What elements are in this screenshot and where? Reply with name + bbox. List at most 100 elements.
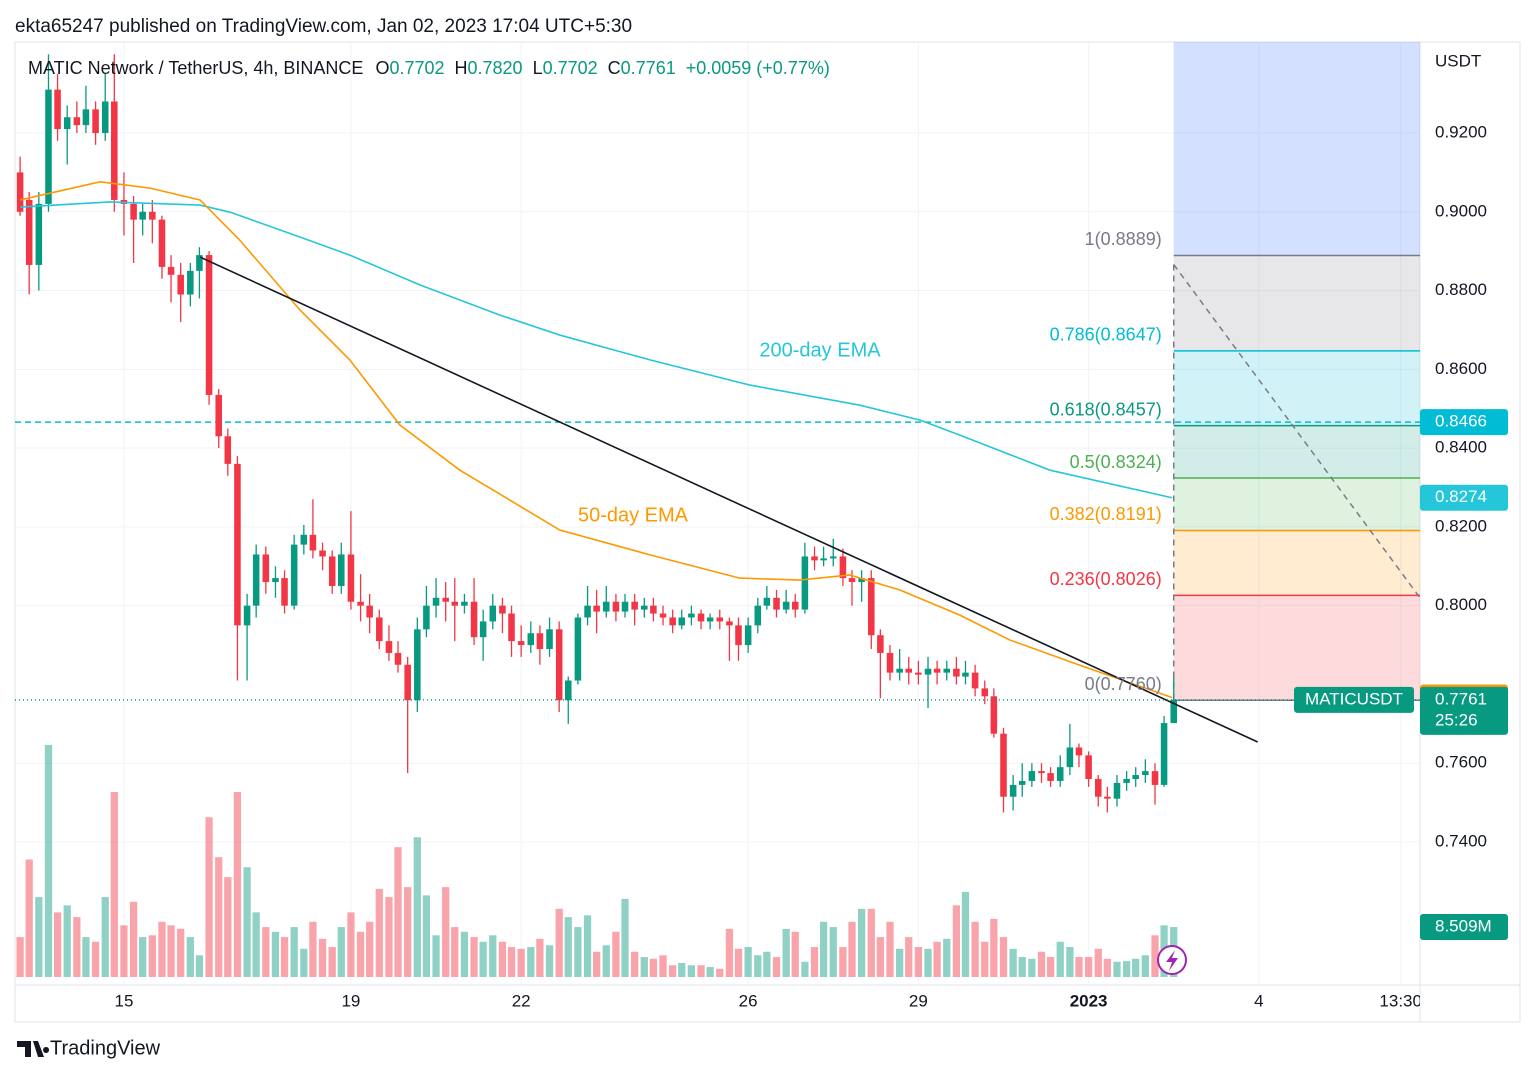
- candle-body: [574, 617, 582, 681]
- volume-bar: [366, 921, 374, 977]
- candle-body: [300, 534, 308, 545]
- volume-badge: [1420, 914, 1508, 941]
- volume-bar: [262, 927, 270, 977]
- candle-body: [328, 556, 336, 586]
- volume-bar: [1056, 941, 1064, 977]
- volume-bar: [177, 928, 185, 977]
- candle-body: [877, 635, 884, 653]
- candle-body: [158, 219, 166, 267]
- fib-label: 0.236(0.8026): [1050, 569, 1162, 589]
- candle-body: [773, 597, 780, 610]
- volume-bar: [1103, 958, 1111, 977]
- volume-bar: [101, 897, 109, 977]
- price-badge: [1420, 409, 1508, 436]
- volume-bar: [810, 947, 819, 977]
- candle-body: [612, 601, 620, 612]
- x-tick-label: 4: [1254, 991, 1263, 1010]
- y-tick-label: 0.9200: [1435, 122, 1487, 141]
- volume-bar: [129, 901, 138, 977]
- candle-body: [933, 668, 941, 673]
- candle-body: [25, 199, 33, 265]
- x-tick-label: 13:30: [1379, 991, 1422, 1010]
- candle-body: [593, 605, 600, 612]
- candle-body: [631, 601, 638, 610]
- volume-bar: [82, 937, 90, 977]
- candle-body: [149, 211, 156, 220]
- fib-band: [1173, 530, 1420, 596]
- legend-value: 0.7702: [389, 58, 444, 78]
- volume-bar: [734, 948, 743, 977]
- replay-icon[interactable]: [1157, 945, 1187, 975]
- candle-body: [281, 578, 288, 606]
- volume-bar: [574, 927, 582, 977]
- volume-bar: [1009, 948, 1017, 977]
- y-tick-label: 0.8400: [1435, 438, 1487, 457]
- candle-body: [167, 266, 175, 275]
- volume-bar: [328, 947, 336, 977]
- candle-body: [262, 554, 270, 583]
- volume-bar: [687, 965, 696, 977]
- volume-bar: [621, 898, 629, 977]
- candle-body: [215, 394, 222, 437]
- volume-bar: [44, 745, 53, 977]
- y-tick-label: 0.8000: [1435, 595, 1487, 614]
- candle-body: [726, 621, 733, 626]
- candle-body: [394, 652, 402, 665]
- symbol-badge-label: MATICUSDT: [1305, 689, 1403, 708]
- volume-bar: [16, 937, 24, 977]
- candle-body: [508, 613, 515, 642]
- candle-body: [1085, 755, 1092, 779]
- volume-bar: [233, 791, 242, 977]
- candle-body: [1000, 733, 1007, 797]
- volume-bar: [53, 912, 62, 977]
- volume-bar: [943, 938, 951, 977]
- legend-title: MATIC Network / TetherUS, 4h, BINANCE: [28, 58, 363, 78]
- candle-body: [54, 89, 61, 130]
- candle-body: [63, 117, 71, 130]
- volume-bar: [725, 928, 734, 977]
- price-badge-label: 0.7761: [1435, 689, 1487, 708]
- candle-body: [234, 463, 241, 626]
- candle-body: [688, 613, 695, 618]
- candle-body: [35, 203, 43, 265]
- legend: MATIC Network / TetherUS, 4h, BINANCE O0.…: [28, 58, 830, 78]
- candle-body: [1094, 778, 1102, 797]
- candle-body: [735, 625, 742, 646]
- candle-body: [479, 621, 487, 638]
- candle-body: [858, 578, 865, 583]
- volume-bar: [507, 947, 516, 977]
- candle-body: [555, 629, 563, 701]
- candle-body: [252, 554, 260, 606]
- candle-body: [868, 578, 875, 636]
- volume-bar: [876, 937, 884, 977]
- x-tick-label: 15: [114, 991, 133, 1010]
- candle-body: [603, 601, 610, 612]
- volume-bar: [91, 941, 100, 977]
- candle-body: [1160, 723, 1168, 785]
- fib-label: 0.786(0.8647): [1050, 325, 1162, 345]
- candle-body: [224, 436, 232, 464]
- candle-body: [801, 556, 809, 610]
- candle-body: [432, 597, 440, 606]
- header: ekta65247 published on TradingView.com, …: [15, 16, 632, 37]
- footer: TradingView: [50, 1037, 161, 1059]
- candle-body: [309, 534, 317, 551]
- volume-bar: [300, 948, 308, 977]
- legend-key: H: [455, 58, 468, 78]
- candle-body: [1028, 771, 1036, 781]
- volume-bar: [404, 887, 412, 977]
- trendline: [199, 256, 1259, 743]
- volume-bar: [1084, 957, 1093, 977]
- price-badge: [1420, 484, 1508, 511]
- candle-body: [915, 672, 922, 675]
- ema-line: [19, 181, 1173, 699]
- candle-body: [546, 629, 553, 650]
- candle-body: [924, 668, 932, 675]
- candle-body: [442, 597, 449, 602]
- volume-bar: [1113, 961, 1121, 977]
- candle-body: [347, 554, 355, 602]
- candle-body: [1056, 767, 1064, 781]
- volume-bar: [451, 927, 459, 977]
- candle-body: [187, 270, 194, 295]
